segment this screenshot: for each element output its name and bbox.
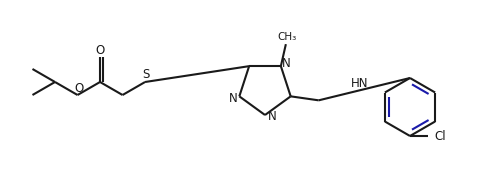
Text: N: N [268,111,277,124]
Text: Cl: Cl [434,130,446,143]
Text: CH₃: CH₃ [277,32,297,42]
Text: O: O [74,81,83,94]
Text: N: N [282,57,290,70]
Text: HN: HN [351,77,369,90]
Text: O: O [95,44,105,57]
Text: S: S [142,69,150,81]
Text: N: N [229,92,237,105]
